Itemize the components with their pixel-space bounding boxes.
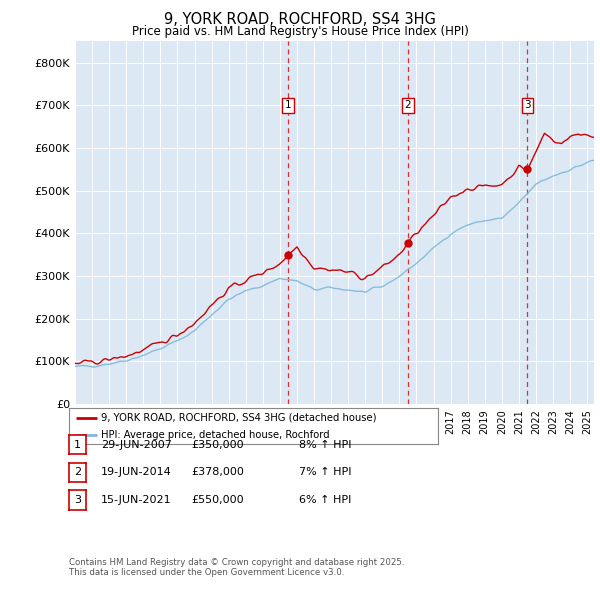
Text: HPI: Average price, detached house, Rochford: HPI: Average price, detached house, Roch…: [101, 430, 330, 440]
Text: Contains HM Land Registry data © Crown copyright and database right 2025.
This d: Contains HM Land Registry data © Crown c…: [69, 558, 404, 577]
Text: £378,000: £378,000: [191, 467, 244, 477]
Text: Price paid vs. HM Land Registry's House Price Index (HPI): Price paid vs. HM Land Registry's House …: [131, 25, 469, 38]
Text: £350,000: £350,000: [191, 440, 244, 450]
Text: 9, YORK ROAD, ROCHFORD, SS4 3HG (detached house): 9, YORK ROAD, ROCHFORD, SS4 3HG (detache…: [101, 413, 377, 423]
Text: 15-JUN-2021: 15-JUN-2021: [101, 495, 172, 505]
Text: 3: 3: [524, 100, 531, 110]
Text: 8% ↑ HPI: 8% ↑ HPI: [299, 440, 352, 450]
Text: 6% ↑ HPI: 6% ↑ HPI: [299, 495, 351, 505]
Text: 29-JUN-2007: 29-JUN-2007: [101, 440, 172, 450]
Text: 7% ↑ HPI: 7% ↑ HPI: [299, 467, 352, 477]
Text: 1: 1: [74, 440, 81, 450]
Text: 2: 2: [404, 100, 411, 110]
Text: 3: 3: [74, 495, 81, 505]
Text: 19-JUN-2014: 19-JUN-2014: [101, 467, 172, 477]
Text: £550,000: £550,000: [191, 495, 244, 505]
Text: 1: 1: [285, 100, 292, 110]
Text: 9, YORK ROAD, ROCHFORD, SS4 3HG: 9, YORK ROAD, ROCHFORD, SS4 3HG: [164, 12, 436, 27]
Text: 2: 2: [74, 467, 81, 477]
